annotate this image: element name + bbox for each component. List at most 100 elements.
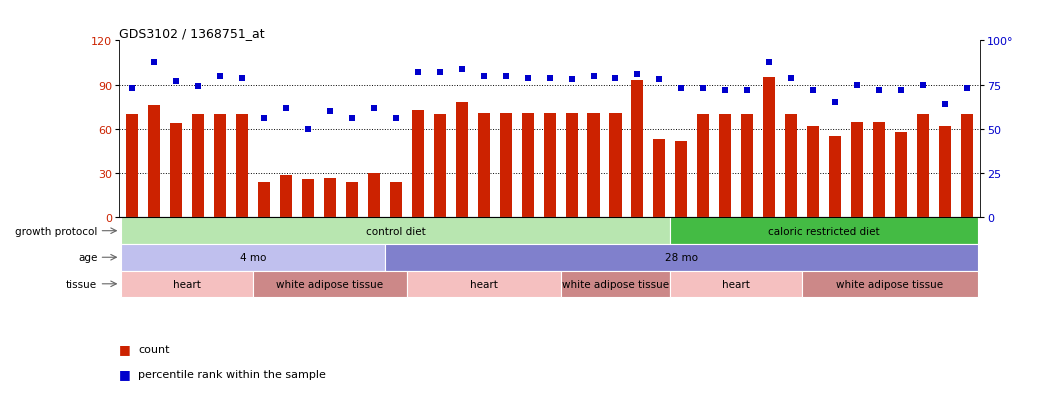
Bar bbox=[192, 115, 204, 218]
Text: caloric restricted diet: caloric restricted diet bbox=[768, 226, 879, 236]
Bar bbox=[390, 183, 402, 218]
Point bbox=[366, 105, 383, 112]
Text: count: count bbox=[138, 344, 169, 354]
Bar bbox=[851, 122, 863, 218]
Bar bbox=[588, 114, 599, 218]
Text: white adipose tissue: white adipose tissue bbox=[562, 279, 669, 289]
Text: heart: heart bbox=[723, 279, 750, 289]
Text: ■: ■ bbox=[119, 342, 135, 356]
Point bbox=[256, 116, 273, 122]
Point bbox=[805, 88, 821, 94]
Bar bbox=[127, 115, 139, 218]
Point bbox=[651, 77, 668, 83]
Point bbox=[673, 85, 690, 92]
Bar bbox=[170, 124, 183, 218]
Point bbox=[608, 75, 624, 82]
Bar bbox=[385, 244, 978, 271]
Point bbox=[146, 59, 163, 66]
Text: 4 mo: 4 mo bbox=[240, 253, 267, 263]
Bar bbox=[895, 133, 907, 218]
Bar bbox=[433, 115, 446, 218]
Bar bbox=[741, 115, 753, 218]
Point bbox=[563, 77, 580, 83]
Point bbox=[629, 71, 646, 78]
Text: 28 mo: 28 mo bbox=[665, 253, 698, 263]
Bar bbox=[522, 114, 534, 218]
Point bbox=[410, 70, 426, 76]
Point bbox=[915, 82, 931, 89]
Bar bbox=[543, 114, 556, 218]
Bar bbox=[873, 122, 885, 218]
Point bbox=[871, 88, 888, 94]
Bar bbox=[215, 115, 226, 218]
Bar bbox=[561, 271, 670, 297]
Bar bbox=[407, 271, 561, 297]
Bar bbox=[697, 115, 709, 218]
Bar bbox=[720, 115, 731, 218]
Point bbox=[343, 116, 360, 122]
Point bbox=[475, 74, 492, 80]
Bar bbox=[478, 114, 489, 218]
Bar bbox=[653, 140, 666, 218]
Bar bbox=[670, 218, 978, 244]
Point bbox=[826, 100, 843, 107]
Bar bbox=[258, 183, 271, 218]
Point bbox=[717, 88, 733, 94]
Bar bbox=[148, 106, 161, 218]
Point bbox=[212, 74, 228, 80]
Point bbox=[783, 75, 800, 82]
Point bbox=[541, 75, 558, 82]
Text: heart: heart bbox=[470, 279, 498, 289]
Bar bbox=[565, 114, 578, 218]
Bar bbox=[368, 174, 380, 218]
Text: heart: heart bbox=[173, 279, 201, 289]
Text: white adipose tissue: white adipose tissue bbox=[837, 279, 944, 289]
Point bbox=[761, 59, 778, 66]
Bar bbox=[236, 115, 248, 218]
Point bbox=[520, 75, 536, 82]
Point bbox=[388, 116, 404, 122]
Bar bbox=[610, 114, 621, 218]
Text: age: age bbox=[78, 253, 97, 263]
Bar bbox=[412, 110, 424, 218]
Point bbox=[124, 85, 141, 92]
Point bbox=[234, 75, 251, 82]
Bar bbox=[121, 218, 670, 244]
Bar bbox=[802, 271, 978, 297]
Bar bbox=[785, 115, 797, 218]
Text: control diet: control diet bbox=[366, 226, 426, 236]
Bar bbox=[253, 271, 407, 297]
Text: tissue: tissue bbox=[66, 279, 97, 289]
Bar bbox=[807, 127, 819, 218]
Bar bbox=[455, 103, 468, 218]
Bar bbox=[302, 180, 314, 218]
Bar bbox=[960, 115, 973, 218]
Point bbox=[498, 74, 514, 80]
Point bbox=[739, 88, 756, 94]
Text: ■: ■ bbox=[119, 367, 135, 380]
Bar bbox=[346, 183, 358, 218]
Bar bbox=[675, 141, 688, 218]
Point bbox=[453, 66, 470, 73]
Bar bbox=[632, 81, 644, 218]
Bar bbox=[121, 271, 253, 297]
Bar bbox=[121, 244, 385, 271]
Text: white adipose tissue: white adipose tissue bbox=[277, 279, 384, 289]
Bar bbox=[829, 137, 841, 218]
Bar bbox=[763, 78, 776, 218]
Point bbox=[168, 78, 185, 85]
Bar bbox=[938, 127, 951, 218]
Bar bbox=[500, 114, 511, 218]
Point bbox=[585, 74, 601, 80]
Bar bbox=[670, 271, 802, 297]
Point bbox=[848, 82, 865, 89]
Text: growth protocol: growth protocol bbox=[15, 226, 97, 236]
Bar bbox=[280, 175, 292, 218]
Point bbox=[695, 85, 711, 92]
Text: GDS3102 / 1368751_at: GDS3102 / 1368751_at bbox=[119, 27, 264, 40]
Point bbox=[958, 85, 975, 92]
Point bbox=[893, 88, 909, 94]
Point bbox=[278, 105, 295, 112]
Point bbox=[431, 70, 448, 76]
Point bbox=[321, 109, 338, 115]
